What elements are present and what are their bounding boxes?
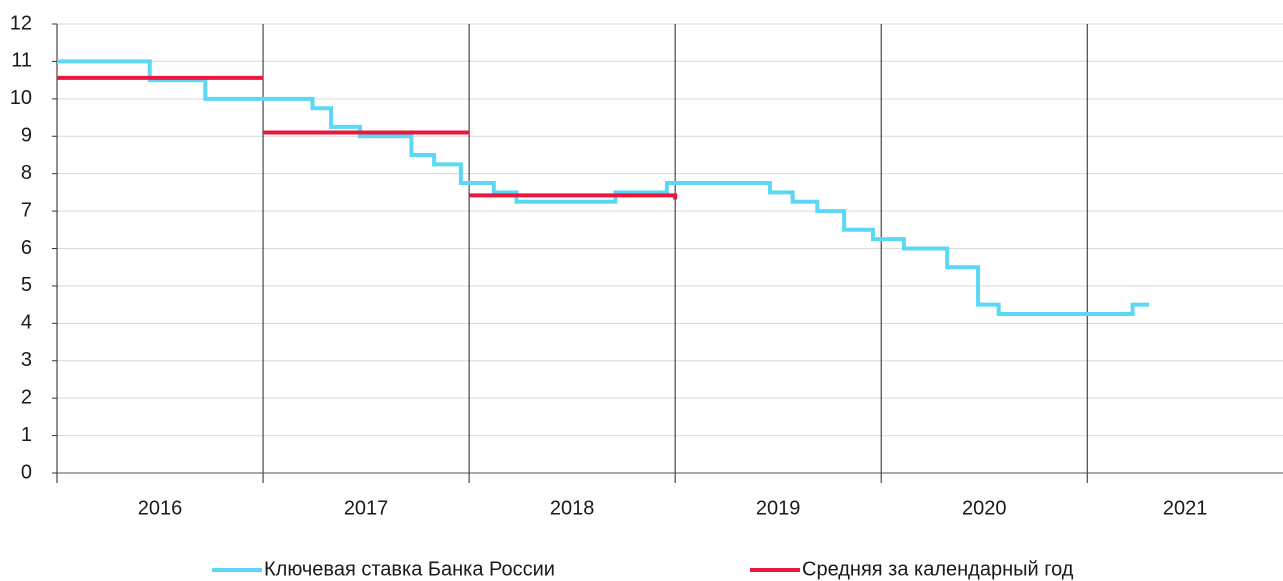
legend-label: Средняя за календарный год — [802, 558, 1074, 580]
y-tick-label: 10 — [10, 87, 32, 109]
y-tick-label: 5 — [21, 274, 32, 296]
x-tick-label: 2020 — [962, 497, 1007, 519]
series-line — [57, 75, 678, 200]
y-tick-label: 4 — [21, 312, 32, 334]
y-tick-label: 3 — [21, 349, 32, 371]
y-tick-label: 2 — [21, 386, 32, 408]
y-tick-label: 9 — [21, 125, 32, 147]
y-tick-label: 12 — [10, 12, 32, 34]
x-tick-label: 2016 — [138, 497, 183, 519]
y-tick-label: 7 — [21, 199, 32, 221]
x-tick-label: 2019 — [756, 497, 801, 519]
y-tick-label: 1 — [21, 424, 32, 446]
x-tick-label: 2017 — [344, 497, 389, 519]
series-line — [57, 59, 1150, 316]
y-tick-label: 11 — [11, 50, 32, 72]
y-tick-label: 8 — [21, 162, 32, 184]
x-tick-label: 2018 — [550, 497, 595, 519]
y-tick-label: 6 — [21, 237, 32, 259]
legend-label: Ключевая ставка Банка России — [264, 558, 555, 580]
y-tick-label: 0 — [21, 461, 32, 483]
x-tick-label: 2021 — [1163, 497, 1208, 519]
